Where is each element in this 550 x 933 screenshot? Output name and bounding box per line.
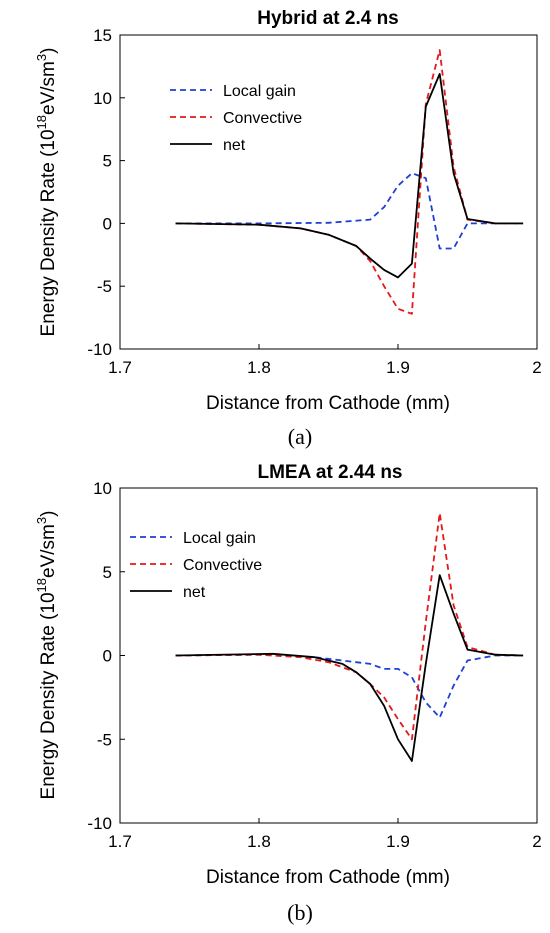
y-tick-label: -5 <box>97 730 112 749</box>
legend-label: net <box>223 137 246 154</box>
y-tick-label: -10 <box>87 340 112 359</box>
x-tick-label: 1.9 <box>386 832 410 851</box>
y-tick-label: 5 <box>103 563 112 582</box>
x-axis-label-b: Distance from Cathode (mm) <box>206 867 450 888</box>
x-tick-label: 1.7 <box>108 832 132 851</box>
x-axis-label-a: Distance from Cathode (mm) <box>206 393 450 414</box>
x-tick-label: 2 <box>532 832 541 851</box>
series-line-net <box>175 73 524 279</box>
x-tick-label: 1.7 <box>108 358 132 377</box>
chart-title-a: Hybrid at 2.4 ns <box>257 8 399 29</box>
legend-label: Local gain <box>183 530 256 547</box>
y-tick-label: 15 <box>93 26 112 45</box>
ticks-a: 1.7 1.8 1.9 2 -10 -5 0 5 10 15 <box>87 26 541 377</box>
chart-panel-a: Hybrid at 2.4 ns 1.7 1.8 1.9 2 -10 -5 0 5 10 15 L… <box>34 8 542 449</box>
legend-label: Convective <box>223 110 302 127</box>
series-line-convective <box>175 512 524 741</box>
panel-label-a: (a) <box>288 424 312 449</box>
panel-label-b: (b) <box>287 900 313 925</box>
series-line-local-gain <box>175 172 524 250</box>
legend-label: Convective <box>183 557 262 574</box>
x-tick-label: 1.9 <box>386 358 410 377</box>
x-tick-label: 1.8 <box>247 832 271 851</box>
chart-title-b: LMEA at 2.44 ns <box>257 462 402 483</box>
legend-label: net <box>183 584 206 601</box>
y-tick-label: 0 <box>103 647 112 666</box>
legend-label: Local gain <box>223 83 296 100</box>
legend-b: Local gain Convective net <box>130 530 262 601</box>
series-line-net <box>175 574 524 762</box>
y-tick-label: 10 <box>93 479 112 498</box>
y-tick-label: 5 <box>103 152 112 171</box>
series-a <box>175 49 524 315</box>
legend-a: Local gain Convective net <box>170 83 302 154</box>
y-axis-label-b: Energy Density Rate (1018eV/sm3) <box>34 511 59 800</box>
plot-area-a <box>119 34 538 350</box>
x-tick-label: 2 <box>532 358 541 377</box>
y-axis-label-a: Energy Density Rate (1018eV/sm3) <box>34 48 59 337</box>
y-tick-label: -10 <box>87 814 112 833</box>
ticks-b: 1.7 1.8 1.9 2 -10 -5 0 5 10 <box>87 479 541 851</box>
chart-panel-b: LMEA at 2.44 ns 1.7 1.8 1.9 2 -10 -5 0 5 10 Loca… <box>34 462 542 925</box>
y-tick-label: -5 <box>97 277 112 296</box>
x-tick-label: 1.8 <box>247 358 271 377</box>
y-tick-label: 10 <box>93 89 112 108</box>
y-tick-label: 0 <box>103 214 112 233</box>
series-b <box>175 512 524 762</box>
